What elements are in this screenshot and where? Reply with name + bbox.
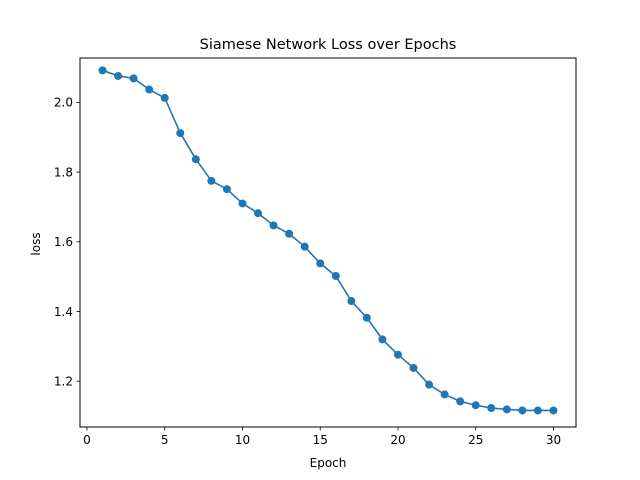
loss-point xyxy=(347,297,356,306)
loss-point xyxy=(549,406,558,415)
x-tick-label: 30 xyxy=(546,433,561,447)
loss-point xyxy=(222,185,231,194)
loss-point xyxy=(145,85,154,94)
y-axis-label: loss xyxy=(29,232,43,255)
x-tick-label: 25 xyxy=(468,433,483,447)
x-tick-label: 10 xyxy=(235,433,250,447)
plot-area xyxy=(98,66,558,415)
loss-point xyxy=(487,404,496,413)
loss-point xyxy=(518,406,527,415)
x-tick-label: 20 xyxy=(390,433,405,447)
loss-point xyxy=(176,129,185,138)
loss-point xyxy=(129,74,138,83)
loss-point xyxy=(238,199,247,208)
y-tick-label: 1.8 xyxy=(54,165,73,179)
x-tick-label: 15 xyxy=(313,433,328,447)
x-axis-ticks: 0 5 10 15 20 25 30 xyxy=(83,427,561,447)
y-axis-ticks: 1.2 1.4 1.6 1.8 2.0 xyxy=(54,96,80,388)
loss-point xyxy=(471,401,480,410)
loss-point xyxy=(191,155,200,164)
y-tick-label: 1.2 xyxy=(54,374,73,388)
loss-line xyxy=(102,69,554,412)
loss-point xyxy=(114,71,123,80)
loss-point xyxy=(533,406,542,415)
x-tick-label: 0 xyxy=(83,433,91,447)
loss-point xyxy=(440,390,449,399)
loss-point xyxy=(502,405,511,414)
loss-point xyxy=(425,380,434,389)
loss-point xyxy=(362,313,371,322)
loss-point xyxy=(331,271,340,280)
loss-point xyxy=(160,93,169,102)
axes-frame xyxy=(79,57,577,428)
loss-point xyxy=(378,335,387,344)
x-tick-label: 5 xyxy=(161,433,169,447)
y-tick-label: 1.4 xyxy=(54,305,73,319)
loss-point xyxy=(269,221,278,230)
loss-point xyxy=(98,66,107,75)
loss-point xyxy=(207,176,216,185)
loss-point xyxy=(456,397,465,406)
loss-point xyxy=(254,209,263,218)
loss-point xyxy=(285,229,294,238)
loss-point xyxy=(316,259,325,268)
y-tick-label: 1.6 xyxy=(54,235,73,249)
loss-point xyxy=(300,242,309,251)
loss-point xyxy=(409,363,418,372)
loss-point xyxy=(393,350,402,359)
chart-title: Siamese Network Loss over Epochs xyxy=(200,37,457,53)
y-tick-label: 2.0 xyxy=(54,96,73,110)
x-axis-label: Epoch xyxy=(310,456,347,470)
